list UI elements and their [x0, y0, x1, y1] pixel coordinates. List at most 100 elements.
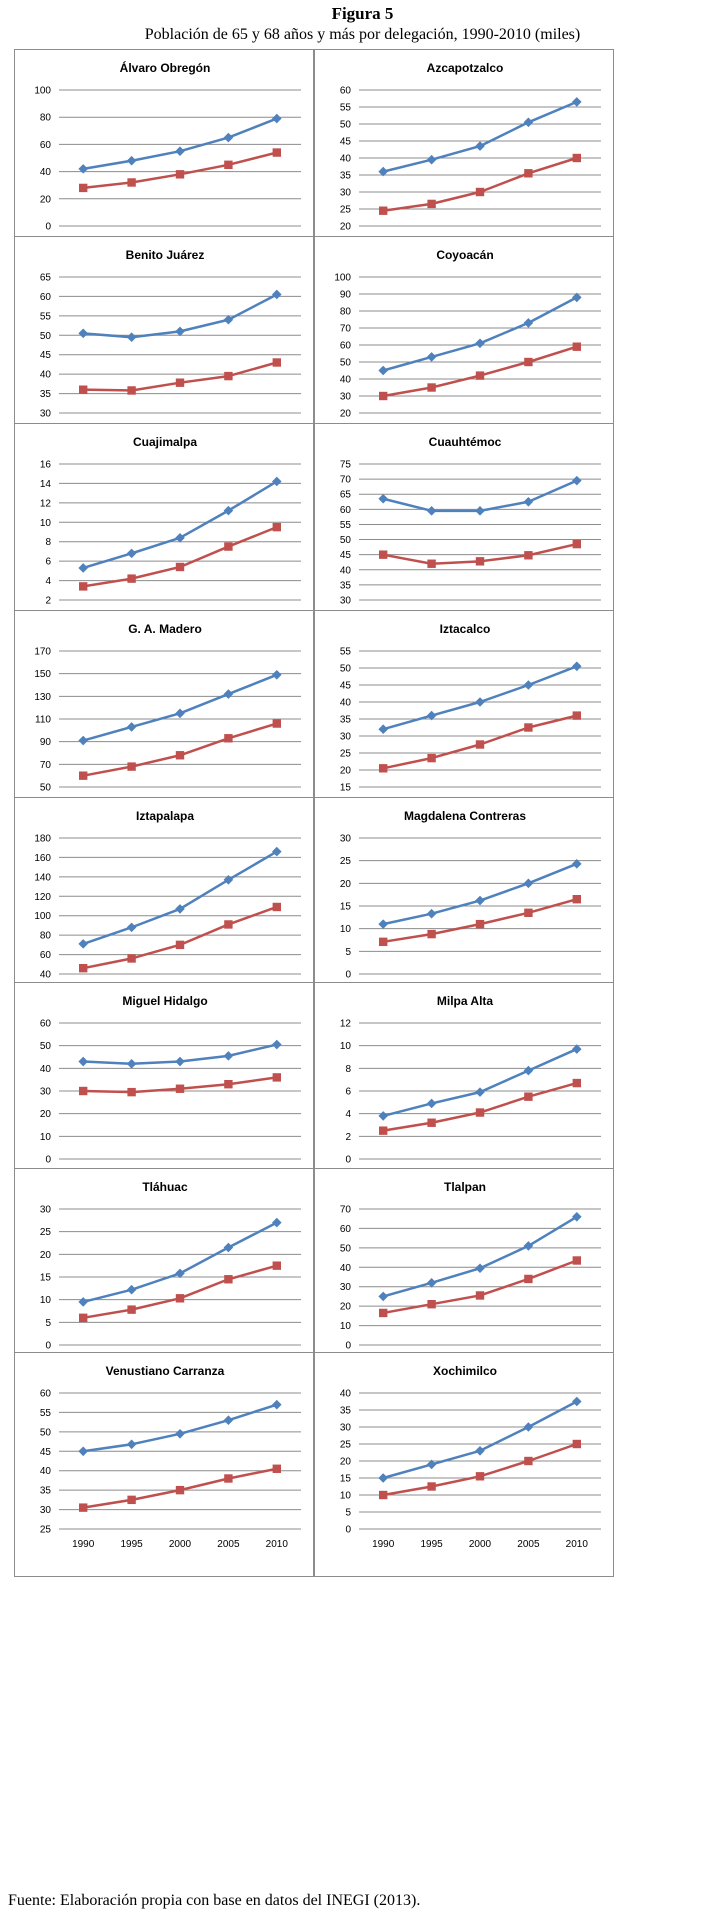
data-point-square	[524, 908, 533, 917]
series-line-blue	[83, 1403, 278, 1453]
y-tick-label: 12	[40, 498, 52, 509]
x-tick-label: 1995	[120, 1539, 143, 1550]
y-tick-label: 60	[340, 341, 352, 352]
data-point-square	[272, 522, 281, 532]
data-point-diamond	[378, 1291, 388, 1302]
data-point-square	[524, 723, 533, 732]
data-point-square	[79, 963, 88, 973]
data-point-diamond	[426, 352, 437, 362]
data-point-diamond	[223, 1242, 234, 1253]
series-line-blue	[82, 480, 278, 570]
x-tick-label: 2005	[517, 1539, 540, 1550]
data-point-square	[427, 1118, 436, 1127]
y-tick-label: 40	[40, 1064, 52, 1075]
y-tick-label: 120	[34, 892, 51, 903]
y-tick-label: 150	[34, 669, 51, 680]
chart-title: Iztapalapa	[136, 809, 194, 823]
data-point-diamond	[126, 548, 137, 559]
data-point-diamond	[175, 708, 185, 719]
x-tick-label: 2005	[217, 1539, 240, 1550]
data-point-diamond	[272, 1217, 282, 1228]
data-point-diamond	[475, 1087, 485, 1097]
y-tick-label: 35	[40, 389, 52, 400]
series-line-blue	[82, 673, 278, 742]
data-point-diamond	[426, 1459, 437, 1470]
y-tick-label: 90	[340, 290, 352, 301]
data-point-diamond	[426, 1278, 437, 1288]
data-point-square	[175, 562, 185, 572]
series-line-red	[382, 345, 578, 398]
y-tick-label: 20	[340, 409, 352, 420]
data-point-diamond	[523, 496, 534, 507]
figure-title: Figura 5	[331, 4, 394, 23]
data-point-diamond	[475, 141, 485, 151]
y-tick-label: 30	[340, 1423, 352, 1434]
line-chart: Azcapotzalco2025303540455055601990199520…	[340, 61, 601, 247]
data-point-square	[572, 153, 581, 163]
y-tick-label: 50	[40, 783, 52, 794]
data-point-diamond	[126, 1439, 137, 1450]
y-tick-label: 15	[340, 783, 352, 794]
y-tick-label: 80	[40, 931, 52, 942]
data-point-square	[379, 1126, 388, 1135]
y-tick-label: 65	[40, 273, 52, 284]
data-point-square	[79, 183, 88, 193]
chart-title: G. A. Madero	[128, 622, 202, 636]
data-point-diamond	[126, 1284, 137, 1295]
series-line-blue	[382, 296, 578, 372]
data-point-square	[572, 711, 581, 720]
chart-title: Cuauhtémoc	[429, 435, 502, 449]
y-tick-label: 60	[40, 140, 52, 151]
data-point-square	[379, 1490, 388, 1500]
data-point-diamond	[78, 1297, 88, 1307]
y-tick-label: 8	[345, 1064, 351, 1075]
y-tick-label: 30	[40, 1505, 52, 1516]
y-tick-label: 40	[340, 565, 352, 576]
y-tick-label: 40	[340, 154, 352, 165]
y-tick-label: 55	[340, 520, 352, 531]
series-line-blue	[382, 1400, 578, 1480]
chart-title: Milpa Alta	[437, 994, 494, 1008]
y-tick-label: 40	[340, 375, 352, 386]
data-point-diamond	[523, 1241, 534, 1251]
data-point-diamond	[572, 97, 582, 107]
y-tick-label: 15	[340, 1474, 352, 1485]
data-point-square	[272, 1073, 281, 1082]
data-point-diamond	[378, 724, 388, 734]
y-tick-label: 20	[340, 1457, 352, 1468]
y-tick-label: 45	[340, 681, 352, 692]
y-tick-label: 180	[34, 834, 51, 845]
x-tick-label: 1990	[372, 1539, 395, 1550]
data-point-diamond	[223, 1051, 234, 1061]
y-tick-label: 20	[340, 766, 352, 777]
y-tick-label: 60	[40, 1389, 52, 1400]
x-tick-label: 1995	[420, 1539, 443, 1550]
y-tick-label: 25	[340, 205, 352, 216]
chart-title: Xochimilco	[433, 1364, 497, 1378]
y-tick-label: 25	[340, 856, 352, 867]
data-point-square	[524, 551, 533, 560]
data-point-square	[175, 1084, 185, 1093]
data-point-square	[175, 940, 185, 950]
data-point-diamond	[272, 289, 282, 300]
data-point-square	[572, 1256, 581, 1265]
y-tick-label: 30	[40, 1205, 52, 1216]
y-tick-label: 60	[40, 1019, 52, 1030]
data-point-diamond	[378, 919, 388, 929]
y-tick-label: 55	[40, 311, 52, 322]
data-point-square	[127, 1305, 136, 1314]
data-point-square	[175, 378, 185, 387]
y-tick-label: 45	[340, 137, 352, 148]
data-point-square	[175, 170, 185, 179]
y-tick-label: 10	[340, 1321, 352, 1332]
data-point-square	[572, 342, 581, 351]
y-tick-label: 6	[345, 1087, 351, 1098]
y-tick-label: 40	[340, 1263, 352, 1274]
y-tick-label: 6	[45, 557, 51, 568]
data-point-diamond	[126, 155, 137, 166]
data-point-diamond	[426, 506, 437, 516]
data-point-diamond	[126, 332, 137, 343]
line-chart: Cuauhtémoc303540455055606570751990199520…	[340, 435, 601, 621]
data-point-square	[427, 1482, 436, 1491]
data-point-diamond	[175, 1056, 185, 1067]
